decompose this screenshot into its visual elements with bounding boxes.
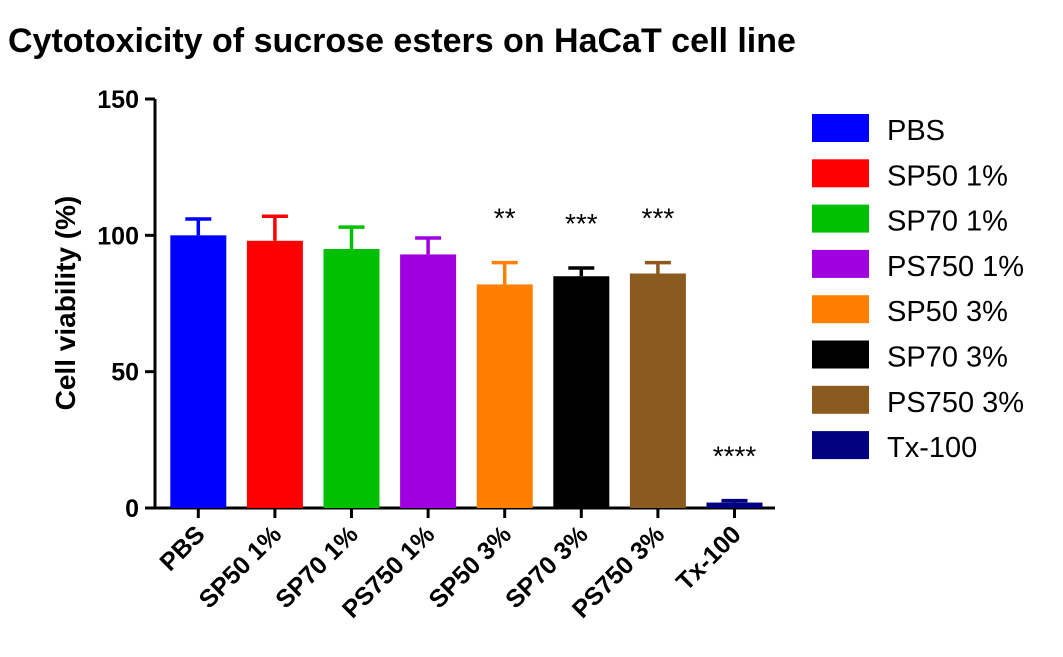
legend-swatch [812,295,869,324]
bar [323,248,380,508]
x-tick-label: SP50 1% [194,520,288,614]
x-tick-label: Tx-100 [671,520,747,596]
significance-label: **** [713,441,757,472]
legend-label: PS750 3% [887,387,1024,419]
legend-label: Tx-100 [887,432,977,464]
significance-markers: ** *** ******* [494,203,757,472]
bars [170,235,763,509]
bar [706,502,763,508]
bar [400,254,457,508]
bar [629,273,686,508]
legend-swatch [812,159,869,188]
legend-label: SP50 3% [887,296,1008,328]
legend-label: PBS [887,115,945,147]
y-tick-label: 100 [97,222,139,250]
chart-title: Cytotoxicity of sucrose esters on HaCaT … [8,22,796,60]
legend-swatch [812,249,869,278]
bar [476,284,533,508]
y-tick-label: 150 [97,86,139,114]
legend-swatch [812,431,869,460]
bar [170,235,227,509]
significance-label: ** [494,203,516,234]
x-tick-label: PBS [154,520,210,576]
significance-label: *** [642,203,675,234]
legend-swatch [812,340,869,369]
legend-swatch [812,114,869,142]
legend-label: SP50 1% [887,160,1008,192]
y-tick-label: 0 [125,495,139,523]
legend-label: PS750 1% [887,251,1024,283]
error-bars [185,214,748,503]
bar [246,240,303,508]
bar [553,276,610,508]
significance-label: *** [565,208,598,239]
legend: PBS SP50 1% SP70 1% PS750 1% SP50 3% SP70 3% P… [812,114,1024,464]
legend-swatch [812,385,869,414]
x-tick-label: SP50 3% [423,520,517,614]
legend-swatch [812,204,869,233]
y-tick-label: 50 [111,359,139,387]
legend-label: SP70 3% [887,342,1008,374]
y-axis-label: Cell viability (%) [50,196,81,411]
legend-label: SP70 1% [887,206,1008,238]
